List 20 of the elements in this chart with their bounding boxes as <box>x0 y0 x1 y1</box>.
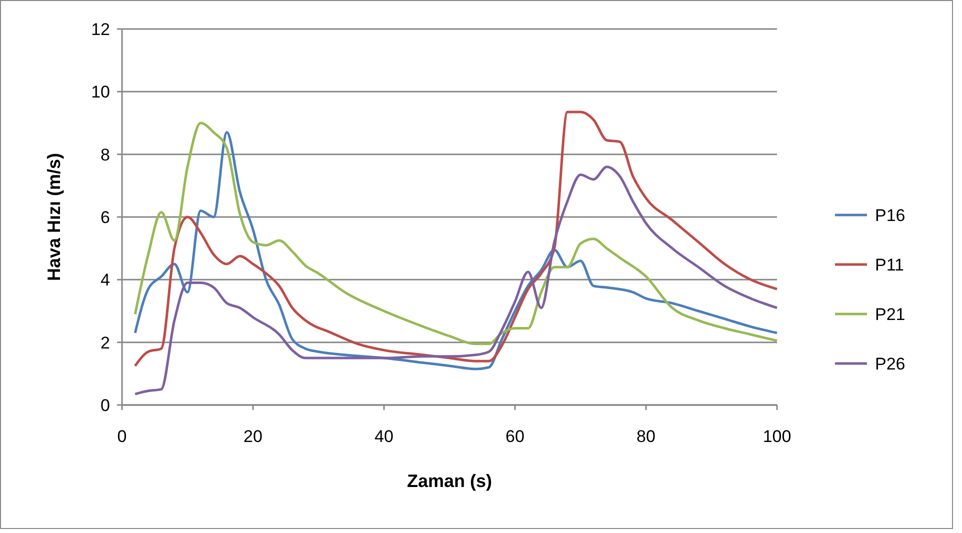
line-series <box>134 166 778 396</box>
y-tick-label: 0 <box>100 396 110 415</box>
x-tick-label: 40 <box>374 427 394 446</box>
legend-label: P11 <box>875 255 904 274</box>
y-tick-label: 6 <box>100 208 110 227</box>
y-tick-label: 2 <box>100 333 110 352</box>
x-tick-label: 60 <box>506 427 524 446</box>
x-tick-label: 20 <box>244 427 262 446</box>
y-tick-label: 8 <box>100 145 110 164</box>
y-tick-label: 12 <box>91 20 110 39</box>
legend-label: P21 <box>875 304 906 324</box>
y-tick-label: 4 <box>100 270 110 290</box>
x-tick-label: 0 <box>117 427 127 446</box>
x-tick-label: 80 <box>636 427 656 446</box>
y-tick-label: 10 <box>91 82 110 102</box>
x-axis-title: Zaman (s) <box>406 471 492 491</box>
x-tick-label: 100 <box>762 427 792 446</box>
legend-label: P26 <box>875 354 906 374</box>
y-axis-title: Hava Hızı (m/s) <box>44 152 64 282</box>
legend-label: P16 <box>875 206 906 225</box>
